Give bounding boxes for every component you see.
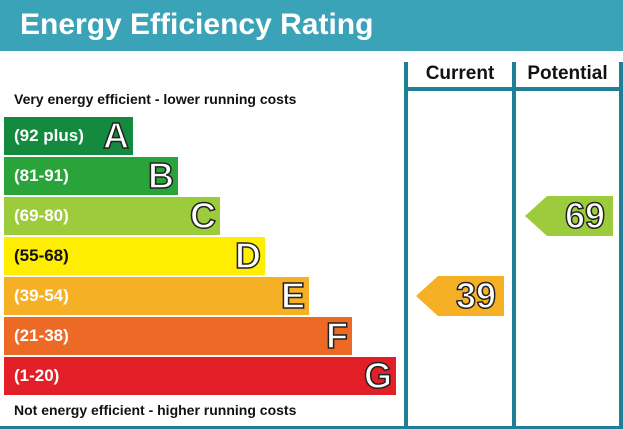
divider-left xyxy=(404,62,408,429)
caption-top: Very energy efficient - lower running co… xyxy=(14,91,297,107)
chart-title: Energy Efficiency Rating xyxy=(20,8,374,41)
potential-rating-value: 69 xyxy=(564,195,606,237)
band-letter: G xyxy=(363,354,393,397)
potential-rating-arrow: 69 xyxy=(525,195,613,237)
band-g: (1-20) G xyxy=(4,354,396,397)
column-header-current: Current xyxy=(425,63,495,84)
divider-right xyxy=(619,62,623,429)
divider-middle xyxy=(512,62,516,429)
band-letter: E xyxy=(280,274,306,317)
band-f: (21-38) F xyxy=(4,314,352,357)
current-arrow-shape xyxy=(416,276,504,316)
caption-bottom: Not energy efficient - higher running co… xyxy=(14,402,297,418)
band-range-label: (1-20) xyxy=(14,366,60,385)
column-header-potential: Potential xyxy=(527,63,608,84)
band-letter: A xyxy=(102,114,130,157)
band-d: (55-68) D xyxy=(4,234,265,277)
header-bar: Energy Efficiency Rating xyxy=(0,0,623,51)
band-a: (92 plus) A xyxy=(4,114,133,157)
band-range-label: (92 plus) xyxy=(14,126,84,145)
band-range-label: (81-91) xyxy=(14,166,69,185)
bottom-line xyxy=(0,426,623,429)
band-range-label: (69-80) xyxy=(14,206,69,225)
band-range-label: (39-54) xyxy=(14,286,69,305)
band-e: (39-54) E xyxy=(4,274,309,317)
current-rating-value: 39 xyxy=(455,275,497,317)
band-range-label: (55-68) xyxy=(14,246,69,265)
header-divider xyxy=(404,87,623,91)
band-letter: B xyxy=(147,154,175,197)
band-letter: C xyxy=(189,194,217,237)
band-letter: D xyxy=(234,234,262,277)
band-range-label: (21-38) xyxy=(14,326,69,345)
band-b: (81-91) B xyxy=(4,154,178,197)
current-rating-arrow: 39 xyxy=(416,275,504,317)
band-letter: F xyxy=(325,314,349,357)
band-c: (69-80) C xyxy=(4,194,220,237)
potential-arrow-shape xyxy=(525,196,613,236)
